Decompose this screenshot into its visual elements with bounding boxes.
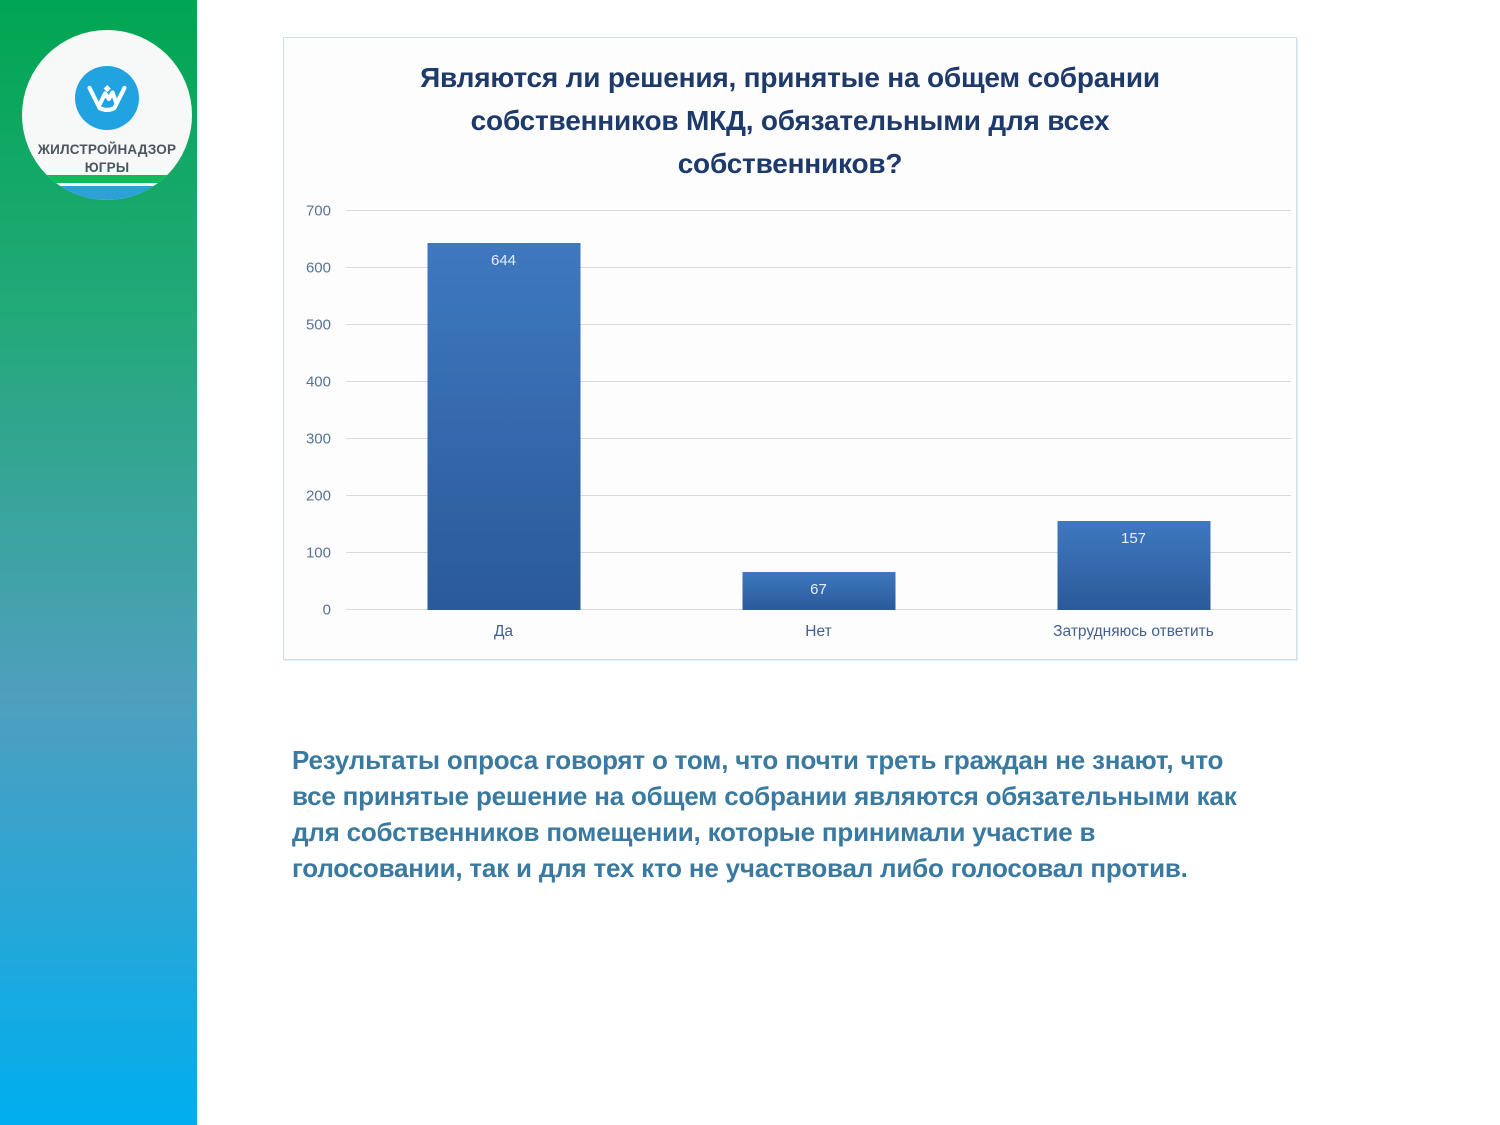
category-label: Нет [805,623,832,640]
logo-stripe-blue [22,186,192,200]
bar-value-label: 67 [810,580,827,598]
bar-column: 644 [427,242,580,610]
bar-slot: 157 Затрудняюсь ответить [976,211,1291,640]
y-axis-tick-label: 100 [305,544,331,562]
bar-slot: 67 Нет [661,211,976,640]
org-name-line1: ЖИЛСТРОЙНАДЗОР [37,142,177,157]
category-label: Да [493,623,514,640]
gridline [346,267,1291,268]
y-axis-tick-label: 0 [322,601,331,619]
bar-column: 67 [742,571,895,610]
bar-chart-plot: 0 100 200 300 400 500 600 700 644 Да 67 Нет 157 Затр… [306,203,1291,640]
gridline [346,210,1291,211]
logo-emblem-circle [75,66,139,130]
survey-summary-text: Результаты опроса говорят о том, что поч… [292,745,1237,883]
bar-value-label: 157 [1120,529,1147,547]
gridline [346,381,1291,382]
category-label: Затрудняюсь ответить [1053,623,1214,640]
y-axis-tick-label: 500 [305,316,331,334]
gridline [346,495,1291,496]
chart-title: Являются ли решения, принятые на общем с… [420,62,1160,179]
y-axis-tick-label: 400 [305,373,331,391]
bar-slot: 644 Да [346,211,661,640]
sidebar: ЖИЛСТРОЙНАДЗОР ЮГРЫ [0,0,197,1125]
bar-column: 157 [1057,520,1210,610]
gridline [346,324,1291,325]
logo-stripe-green [22,175,192,183]
y-axis-tick-label: 700 [305,202,331,220]
bars-layer: 644 Да 67 Нет 157 Затрудняюсь ответить [346,211,1291,640]
survey-chart-panel: Являются ли решения, принятые на общем с… [283,37,1297,660]
bar-value-label: 644 [490,251,517,269]
gridline [346,438,1291,439]
y-axis-tick-label: 300 [305,430,331,448]
org-logo-badge: ЖИЛСТРОЙНАДЗОР ЮГРЫ [22,30,192,200]
crown-icon [87,84,127,113]
org-name-line2: ЮГРЫ [84,160,130,175]
gridline [346,552,1291,553]
y-axis-tick-label: 200 [305,487,331,505]
y-axis-tick-label: 600 [305,259,331,277]
